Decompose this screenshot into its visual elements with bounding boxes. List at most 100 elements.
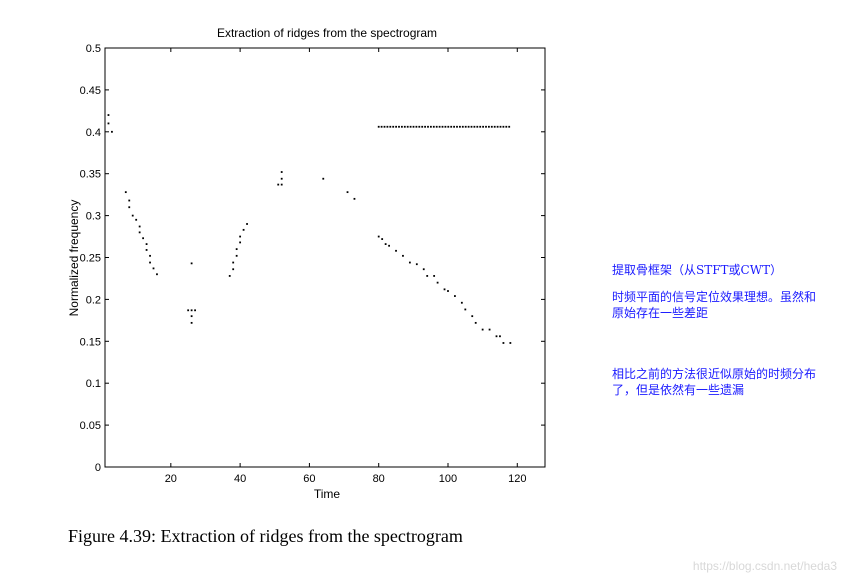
ridge-point — [460, 301, 463, 304]
y-tick-label: 0.2 — [86, 294, 101, 306]
ridge-point-constant — [401, 125, 403, 128]
x-tick-label: 80 — [373, 473, 385, 485]
ridge-point — [433, 275, 436, 277]
ridge-point-constant — [427, 125, 429, 128]
ridge-point — [194, 309, 196, 312]
ridge-point-constant — [424, 125, 427, 128]
ridge-point — [190, 321, 193, 324]
ridge-point — [232, 261, 235, 264]
ridge-point-constant — [488, 125, 490, 128]
y-tick-label: 0.05 — [80, 420, 101, 432]
ridge-point — [135, 218, 138, 221]
ridge-point — [422, 268, 425, 271]
ridge-point-constant — [461, 125, 464, 128]
note-comparison: 相比之前的方法很近似原始的时频分布 了，但是依然有一些遗漏 — [612, 367, 817, 397]
ridge-point — [464, 308, 467, 311]
ridge-point — [402, 254, 404, 257]
ridge-point-constant — [430, 125, 432, 128]
ridge-point — [246, 223, 248, 225]
ridge-point-constant — [389, 125, 392, 128]
ridge-point-constant — [508, 125, 511, 128]
x-tick-label: 40 — [234, 473, 246, 485]
ridge-point-constant — [418, 125, 421, 128]
ridge-point — [145, 249, 148, 251]
ridge-point-constant — [438, 125, 441, 128]
ridge-point — [239, 235, 242, 238]
x-axis-label: Time — [314, 487, 341, 501]
ridge-point — [447, 290, 449, 292]
ridge-point — [111, 130, 113, 133]
ridge-point — [353, 197, 356, 200]
ridge-point — [149, 254, 151, 257]
ridge-point — [474, 321, 477, 324]
ridge-point-constant — [459, 125, 461, 128]
y-tick-label: 0.45 — [80, 85, 101, 97]
ridge-point — [190, 315, 193, 318]
ridge-point — [149, 261, 151, 264]
ridge-point — [471, 315, 474, 318]
ridge-point — [454, 295, 456, 297]
ridge-point-constant — [398, 125, 400, 128]
ridge-point-constant — [456, 125, 458, 128]
ridge-point — [346, 191, 349, 194]
x-tick-label: 60 — [303, 473, 315, 485]
ridge-point — [232, 268, 235, 271]
y-tick-label: 0.1 — [86, 378, 101, 390]
ridge-point-constant — [467, 125, 470, 128]
ridge-point — [488, 328, 491, 331]
ridge-point — [509, 342, 512, 344]
x-tick-label: 20 — [165, 473, 177, 485]
ridge-point — [322, 177, 325, 180]
ridge-point — [235, 248, 238, 251]
x-tick-label: 120 — [508, 473, 526, 485]
ridge-point-constant — [479, 125, 482, 128]
ridge-point-constant — [485, 125, 487, 128]
ridge-point — [138, 231, 141, 234]
chart-title: Extraction of ridges from the spectrogra… — [217, 26, 437, 40]
figure-caption: Figure 4.39: Extraction of ridges from t… — [68, 526, 463, 546]
ridge-point — [277, 183, 280, 186]
note-localization: 时频平面的信号定位效果理想。虽然和 原始存在一些差距 — [612, 290, 817, 320]
x-axis: 20 40 60 80 100 120 — [165, 48, 526, 485]
ridge-point-constant — [377, 125, 380, 128]
ridge-point — [235, 254, 238, 257]
ridge-point — [190, 309, 193, 312]
ridge-point — [128, 206, 131, 209]
ridge-point-constant — [493, 125, 496, 128]
ridge-point — [280, 177, 283, 180]
ridge-point — [145, 243, 148, 245]
ridge-point-constant — [386, 125, 389, 128]
ridge-point — [107, 122, 110, 125]
ridge-point — [381, 238, 384, 240]
ridge-point-constant — [499, 125, 502, 128]
ridge-point — [499, 335, 501, 338]
ridge-point-constant — [505, 125, 508, 128]
ridge-point-constant — [490, 125, 493, 128]
plot-frame — [104, 47, 546, 468]
y-tick-label: 0.25 — [80, 253, 101, 265]
ridge-point — [388, 244, 390, 247]
ridge-point — [495, 335, 498, 338]
ridge-point-constant — [435, 125, 438, 128]
ridge-point-constant — [482, 125, 485, 128]
ridge-point-constant — [392, 125, 395, 128]
ridge-point — [131, 214, 134, 217]
ridge-point — [228, 275, 231, 277]
ridge-point — [187, 309, 190, 312]
ridge-point-constant — [441, 125, 444, 128]
ridge-point-constant — [406, 125, 409, 128]
ridge-point-constant — [464, 125, 467, 128]
ridge-point-constant — [476, 125, 479, 128]
ridge-point-constant — [432, 125, 435, 128]
ridge-point-constant — [415, 125, 418, 128]
ridge-point-constant — [470, 125, 473, 128]
ridge-point-constant — [496, 125, 499, 128]
ridge-point-constant — [473, 125, 476, 128]
y-tick-label: 0 — [95, 462, 101, 474]
ridge-point — [128, 199, 131, 202]
ridge-point-constant — [409, 125, 412, 128]
ridge-point — [142, 237, 145, 240]
ridge-point — [408, 261, 411, 264]
ridge-point — [152, 267, 155, 270]
